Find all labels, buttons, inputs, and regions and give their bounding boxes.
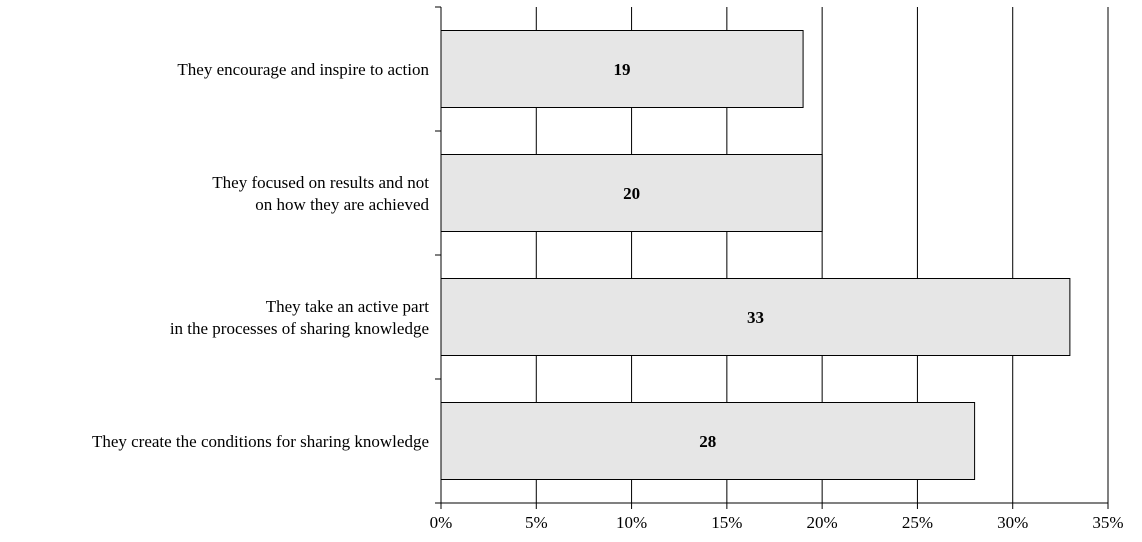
category-label: They create the conditions for sharing k…: [92, 432, 429, 451]
labels: 19 They encourage and inspire to action 20…: [92, 60, 764, 451]
x-tick-label: 20%: [807, 513, 838, 532]
bars: [441, 31, 1070, 480]
x-tick-label: 35%: [1092, 513, 1123, 532]
data-label: 19: [614, 60, 631, 79]
data-label: 28: [699, 432, 716, 451]
x-tick-label: 5%: [525, 513, 548, 532]
x-tick-label: 30%: [997, 513, 1028, 532]
category-label: They encourage and inspire to action: [177, 60, 429, 79]
x-tick-label: 10%: [616, 513, 647, 532]
x-tick-label: 25%: [902, 513, 933, 532]
x-tick-label: 0%: [430, 513, 453, 532]
category-label: in the processes of sharing knowledge: [170, 319, 429, 338]
category-label: They take an active part: [266, 297, 430, 316]
data-label: 20: [623, 184, 640, 203]
category-label: They focused on results and not: [212, 173, 429, 192]
category-label: on how they are achieved: [255, 195, 429, 214]
x-tick-label: 15%: [711, 513, 742, 532]
data-label: 33: [747, 308, 764, 327]
